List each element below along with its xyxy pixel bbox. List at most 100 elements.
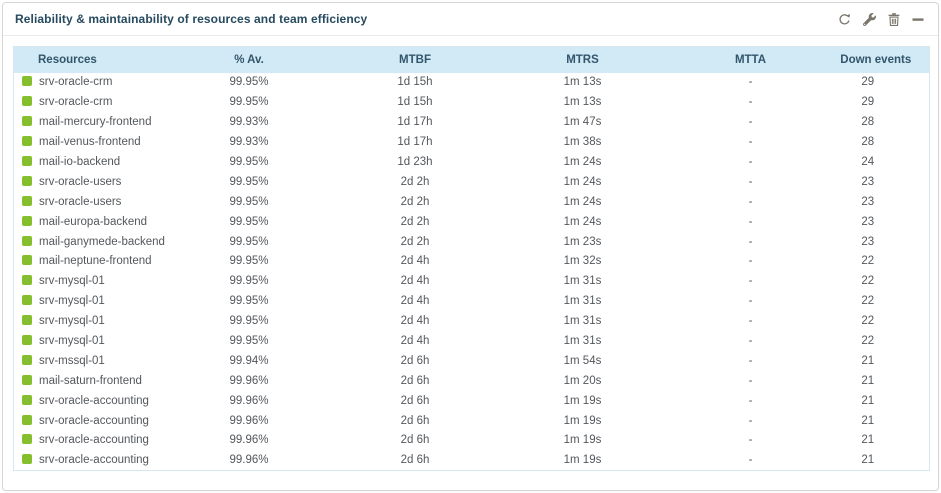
availability-cell: 99.96% [229,414,269,427]
availability-cell: 99.96% [229,434,269,447]
mtbf-cell: 2d 4h [400,335,430,348]
trash-icon [888,12,900,26]
resource-cell: mail-neptune-frontend [14,252,167,272]
status-ok-icon [22,295,32,306]
resource-cell: srv-mysql-01 [14,271,167,291]
availability-cell: 99.95% [229,255,269,268]
availability-cell: 99.95% [229,175,269,188]
resource-cell: srv-oracle-crm [14,73,167,93]
mtbf-cell: 2d 2h [400,175,430,188]
collapse-button[interactable] [910,11,926,28]
down-events-cell: 21 [861,374,875,387]
status-ok-icon [22,454,32,465]
status-ok-icon [22,156,32,166]
table-row: srv-oracle-crm 99.95% 1d 15h 1m 13s - 29 [14,92,930,112]
mtta-cell: - [748,255,753,268]
mtbf-cell: 2d 6h [400,354,430,367]
table-header: Resources % Av. MTBF MTRS MTTA Down even… [13,46,930,73]
resource-name: srv-oracle-users [39,175,122,188]
resource-name: srv-oracle-crm [39,96,113,109]
mtta-cell: - [748,195,753,208]
status-ok-icon [22,175,32,186]
mtta-cell: - [748,116,753,129]
status-ok-icon [22,116,32,127]
down-events-cell: 28 [861,136,875,149]
resource-name: mail-mercury-frontend [39,116,152,129]
widget-controls [836,11,926,28]
resource-name: srv-oracle-users [39,195,122,208]
status-ok-icon [22,136,32,147]
wrench-icon [863,12,876,26]
mtrs-cell: 1m 19s [563,394,602,407]
mtta-cell: - [748,136,753,149]
mtta-cell: - [748,76,753,89]
down-events-cell: 23 [861,235,875,248]
column-header-mtta: MTTA [666,46,835,73]
reliability-table: Resources % Av. MTBF MTRS MTTA Down even… [13,46,930,471]
resource-name: srv-oracle-accounting [39,394,149,407]
mtta-cell: - [748,394,753,407]
resource-name: srv-mysql-01 [39,295,105,308]
down-events-cell: 21 [861,434,875,447]
resource-name: srv-oracle-accounting [39,454,149,467]
mtta-cell: - [748,354,753,367]
edit-button[interactable] [861,11,878,28]
mtbf-cell: 1d 17h [397,136,433,149]
status-ok-icon [22,434,32,445]
resource-cell: srv-oracle-accounting [14,411,167,431]
table-row: mail-europa-backend 99.95% 2d 2h 1m 24s - 23 [14,212,930,232]
mtbf-cell: 2d 6h [400,374,430,387]
status-ok-icon [22,354,32,365]
mtbf-cell: 2d 6h [400,414,430,427]
widget-header: Reliability & maintainability of resourc… [3,3,938,36]
mtrs-cell: 1m 24s [563,156,602,168]
mtta-cell: - [748,295,753,308]
mtrs-cell: 1m 13s [563,76,602,89]
status-ok-icon [22,96,32,107]
status-ok-icon [22,275,32,286]
mtrs-cell: 1m 13s [563,96,602,109]
mtrs-cell: 1m 54s [563,354,602,367]
mtta-cell: - [748,235,753,248]
refresh-icon [839,13,850,24]
status-ok-icon [22,215,32,226]
down-events-cell: 22 [861,255,875,268]
down-events-cell: 21 [861,394,875,407]
resource-cell: srv-mysql-01 [14,331,167,351]
down-events-cell: 21 [861,354,875,367]
column-header-resources: Resources [13,46,167,73]
resource-cell: srv-mysql-01 [14,291,167,311]
table-row: srv-mysql-01 99.95% 2d 4h 1m 31s - 22 [14,331,930,351]
table-row: srv-mysql-01 99.95% 2d 4h 1m 31s - 22 [14,311,930,331]
mtbf-cell: 1d 15h [397,96,433,109]
table-body: srv-oracle-crm 99.95% 1d 15h 1m 13s -29 srv-o… [14,73,930,471]
mtta-cell: - [748,335,753,348]
mtbf-cell: 2d 4h [400,255,430,268]
column-header-availability: % Av. [166,46,332,73]
mtrs-cell: 1m 31s [563,335,602,348]
down-events-cell: 28 [861,116,875,129]
mtrs-cell: 1m 19s [563,434,602,447]
delete-button[interactable] [886,11,902,28]
mtta-cell: - [748,175,753,188]
mtbf-cell: 2d 6h [400,394,430,407]
mtrs-cell: 1m 24s [563,195,602,208]
availability-cell: 99.95% [229,96,269,109]
resource-cell: srv-oracle-accounting [14,431,167,451]
table-row: mail-venus-frontend 99.93% 1d 17h 1m 38s - 28 [14,132,930,152]
column-header-mtbf: MTBF [331,46,499,73]
resource-name: mail-neptune-frontend [39,255,152,268]
availability-cell: 99.95% [229,315,269,328]
resource-cell: mail-europa-backend [14,212,167,232]
down-events-cell: 22 [861,295,875,308]
status-ok-icon [22,315,32,326]
resource-name: srv-mysql-01 [39,315,105,328]
mtrs-cell: 1m 31s [563,295,602,308]
availability-cell: 99.93% [229,116,269,129]
table-row: mail-neptune-frontend 99.95% 2d 4h 1m 32s - 2… [14,252,930,272]
refresh-button[interactable] [836,11,853,28]
resource-name: mail-ganymede-backend [39,235,165,248]
down-events-cell: 21 [861,414,875,427]
mtta-cell: - [748,215,753,228]
